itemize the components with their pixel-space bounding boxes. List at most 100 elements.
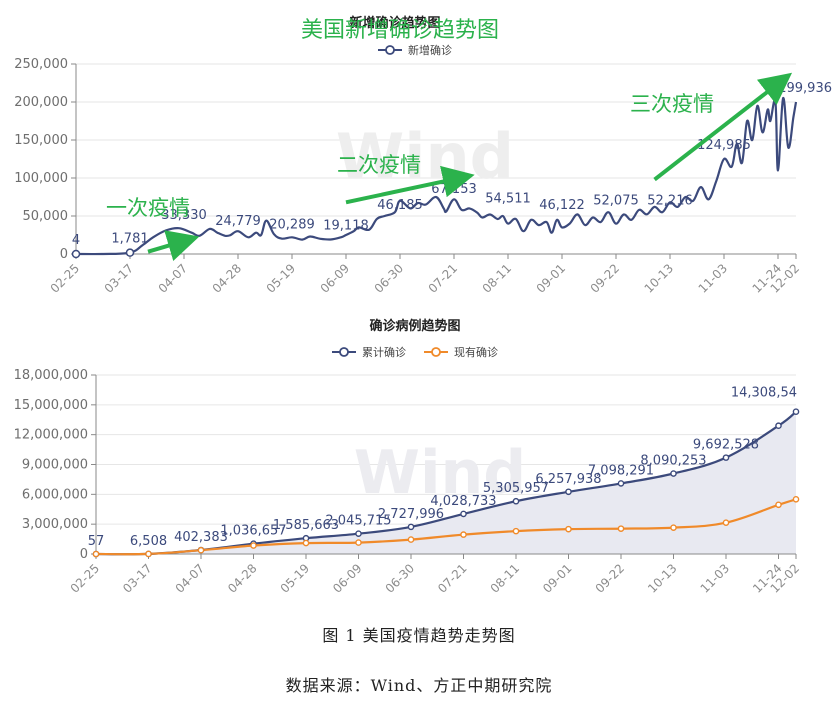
data-label: 54,511 (485, 192, 531, 207)
wave-arrow (653, 72, 793, 182)
y-tick-label: 15,000,000 (14, 398, 88, 413)
x-tick-label: 02-25 (48, 261, 83, 296)
x-tick-label: 09-01 (534, 261, 569, 296)
active-point (670, 524, 677, 531)
data-label: 9,692,528 (693, 438, 759, 453)
y-tick-label: 0 (60, 247, 68, 262)
legend-marker-active (431, 347, 441, 357)
y-tick-label: 6,000,000 (22, 487, 88, 502)
y-tick-label: 18,000,000 (14, 368, 88, 383)
active-point (407, 536, 415, 543)
wave2-label: 二次疫情 (337, 153, 421, 177)
active-point (617, 525, 625, 532)
legend-marker-cumulative (339, 347, 349, 357)
data-label: 5,305,957 (483, 481, 549, 496)
x-tick-label: 09-22 (593, 561, 628, 596)
daily-chart-title: 新增确诊趋势图 (349, 15, 440, 31)
y-tick-label: 9,000,000 (22, 458, 88, 473)
cumulative-chart-points (92, 408, 800, 558)
daily-chart-legend[interactable]: 新增确诊 (378, 43, 452, 57)
x-tick-label: 03-17 (120, 561, 155, 596)
data-label: 6,508 (130, 534, 167, 549)
data-label: 2,727,996 (378, 507, 444, 522)
data-label: 57 (88, 534, 105, 549)
x-tick-label: 04-07 (173, 561, 208, 596)
x-tick-label: 11-03 (698, 561, 733, 596)
x-tick-label: 06-09 (318, 261, 353, 296)
cumulative-point (512, 497, 520, 505)
x-tick-label: 06-30 (383, 561, 418, 596)
y-tick-label: 150,000 (14, 133, 68, 148)
active-point (92, 550, 100, 558)
data-label: 124,985 (697, 138, 751, 153)
watermark: Wind (336, 120, 514, 193)
daily-cases-points (71, 248, 135, 259)
legend-label-daily: 新增确诊 (408, 43, 452, 57)
y-tick-label: 12,000,000 (14, 428, 88, 443)
y-tick-label: 250,000 (14, 57, 68, 72)
x-tick-label: 09-01 (540, 561, 575, 596)
x-tick-label: 11-03 (696, 261, 731, 296)
data-point (71, 249, 81, 259)
data-label: 20,289 (269, 218, 315, 233)
active-point (355, 539, 362, 546)
y-tick-label: 0 (80, 547, 88, 562)
cumulative-chart-legend[interactable]: 累计确诊 现有确诊 (332, 345, 498, 359)
cumulative-point (722, 454, 730, 461)
active-point (775, 501, 782, 509)
x-tick-label: 10-13 (642, 261, 677, 296)
active-point (722, 519, 730, 526)
x-tick-label: 02-25 (68, 561, 103, 596)
wave-arrows (147, 72, 793, 261)
data-label: 33,330 (161, 208, 207, 223)
x-tick-label: 06-30 (372, 261, 407, 296)
active-point (565, 525, 572, 533)
active-point (460, 531, 467, 538)
y-tick-label: 200,000 (14, 95, 68, 110)
legend-marker-daily (385, 45, 395, 55)
x-tick-label: 03-17 (102, 261, 137, 296)
x-tick-label: 06-09 (330, 561, 365, 596)
cumulative-area (96, 411, 796, 555)
data-label: 19,118 (323, 218, 369, 233)
wave-arrow (147, 230, 200, 261)
active-point (197, 546, 205, 554)
x-tick-label: 08-11 (488, 561, 523, 596)
x-tick-label: 09-22 (588, 261, 623, 296)
cumulative-point (670, 470, 677, 477)
x-tick-label: 05-19 (264, 261, 299, 296)
figure-caption: 图 1 美国疫情趋势走势图 (322, 626, 516, 645)
cumulative-point (617, 480, 625, 487)
active-point (512, 527, 520, 535)
x-tick-label: 04-28 (225, 561, 260, 596)
data-label: 46,185 (377, 198, 423, 213)
x-tick-label: 07-21 (435, 561, 470, 596)
active-point (250, 542, 257, 549)
data-label: 24,779 (215, 214, 261, 229)
cumulative-point (460, 510, 467, 518)
y-tick-label: 50,000 (23, 209, 69, 224)
x-tick-label: 05-19 (278, 561, 313, 596)
data-label: 199,936 (778, 81, 832, 96)
legend-label-cumulative: 累计确诊 (362, 345, 406, 359)
cumulative-point (565, 488, 572, 496)
cumulative-chart-title: 确诊病例趋势图 (369, 318, 460, 334)
cumulative-point (775, 422, 782, 430)
legend-label-active: 现有确诊 (454, 345, 498, 359)
data-label: 4,028,733 (430, 494, 496, 509)
data-point (125, 248, 135, 257)
wave-arrow (345, 165, 475, 205)
x-tick-label: 08-11 (480, 261, 515, 296)
data-label: 2,045,715 (325, 514, 391, 529)
daily-cases-line (75, 97, 798, 256)
data-label: 402,383 (174, 530, 228, 545)
x-tick-label: 07-21 (426, 261, 461, 296)
cumulative-point (407, 523, 415, 531)
x-tick-label: 10-13 (645, 561, 680, 596)
wave3-label: 三次疫情 (630, 92, 714, 116)
data-label: 1,781 (111, 232, 148, 247)
cumulative-data-labels: 57 6,508 402,3831,036,6571,585,6632,045,71… (88, 386, 797, 549)
data-label: 46,122 (539, 198, 585, 213)
data-label: 14,308,54 (731, 386, 797, 401)
